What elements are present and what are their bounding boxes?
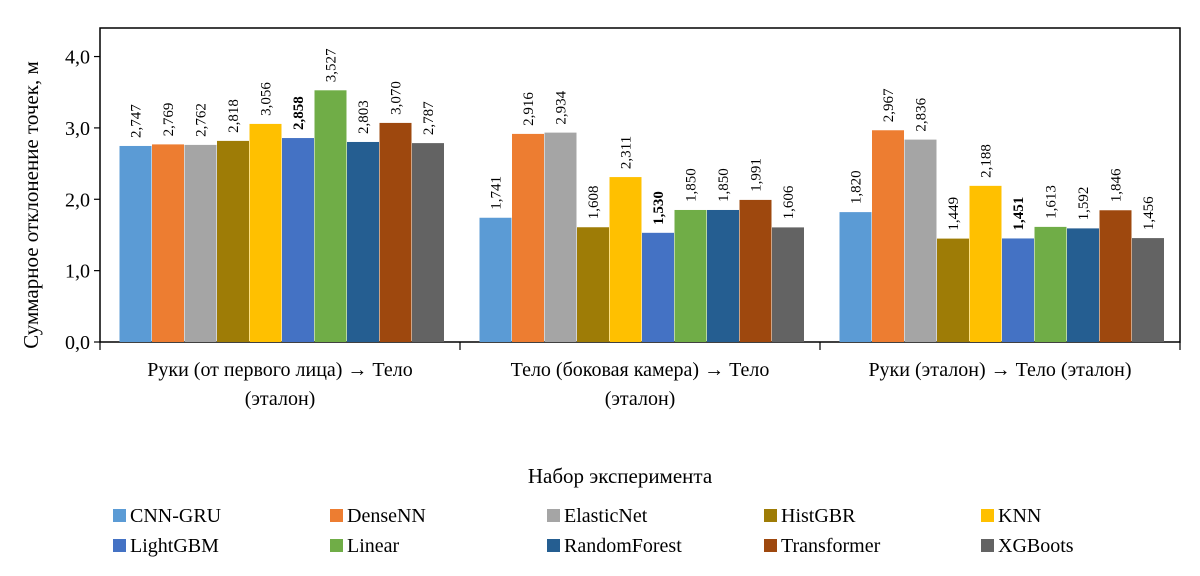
data-label: 1,741: [489, 176, 505, 210]
data-label: 2,934: [554, 90, 570, 124]
data-label: 2,803: [356, 100, 372, 134]
data-label: 1,846: [1109, 168, 1125, 202]
legend-swatch: [330, 539, 343, 552]
bar: [119, 145, 152, 342]
bar: [1099, 210, 1132, 342]
data-label: 1,530: [651, 191, 667, 225]
legend-swatch: [764, 539, 777, 552]
bar: [937, 238, 969, 342]
data-label: 1,592: [1076, 187, 1092, 221]
data-label: 3,527: [324, 48, 340, 82]
bar: [1067, 228, 1099, 342]
bar: [282, 138, 314, 342]
data-label: 1,613: [1044, 185, 1060, 219]
y-tick-label: 0,0: [65, 332, 90, 354]
bar: [249, 123, 282, 343]
data-label: 2,787: [421, 101, 437, 135]
bar: [674, 209, 707, 342]
bar: [577, 227, 609, 342]
bar: [969, 185, 1002, 342]
data-label: 1,608: [586, 185, 602, 219]
legend-label: Linear: [347, 535, 400, 557]
data-label: 1,451: [1011, 197, 1027, 231]
bar: [1034, 226, 1067, 342]
data-label: 2,188: [979, 144, 995, 178]
y-tick-label: 4,0: [65, 47, 90, 69]
y-tick-labels: 0,0 1,0 2,0 3,0 4,0: [65, 47, 90, 354]
legend-label: Transformer: [781, 535, 881, 557]
bar: [544, 132, 577, 342]
data-label: 2,762: [194, 103, 210, 137]
chart-bars: [119, 90, 1164, 343]
bar: [184, 144, 217, 342]
category-label: (эталон): [605, 388, 676, 410]
y-tick-label: 3,0: [65, 118, 90, 140]
category-label: (эталон): [245, 388, 316, 410]
y-tick-label: 2,0: [65, 189, 90, 211]
bar: [772, 227, 804, 342]
data-label: 2,916: [521, 92, 537, 126]
bar: [217, 140, 249, 342]
bar: [512, 133, 544, 342]
data-label: 1,850: [716, 168, 732, 202]
category-label: Руки (эталон) → Тело (эталон): [868, 359, 1131, 381]
data-label: 3,056: [259, 82, 275, 116]
data-label: 2,311: [619, 136, 635, 169]
bar: [152, 144, 184, 342]
data-label: 2,818: [226, 99, 242, 133]
legend-swatch: [113, 509, 126, 522]
bar: [707, 209, 739, 342]
data-label: 2,769: [161, 103, 177, 137]
bar: [347, 141, 379, 342]
data-label: 2,858: [291, 96, 307, 130]
data-label: 3,070: [389, 81, 405, 115]
bar: [872, 130, 904, 342]
legend-label: HistGBR: [781, 505, 856, 527]
bar: [839, 212, 872, 342]
category-label: Тело (боковая камера) → Тело: [511, 359, 770, 381]
data-label: 1,820: [849, 170, 865, 204]
bar: [1132, 238, 1164, 342]
legend-swatch: [547, 509, 560, 522]
bar: [609, 177, 642, 342]
data-label: 1,850: [684, 168, 700, 202]
bar: [642, 232, 674, 342]
data-label: 2,747: [129, 104, 145, 138]
legend-swatch: [113, 539, 126, 552]
bar: [379, 122, 412, 342]
y-tick-label: 1,0: [65, 261, 90, 283]
bar: [904, 139, 937, 342]
y-axis-title: Суммарное отклонение точек, м: [19, 61, 43, 348]
legend-label: LightGBM: [130, 535, 219, 557]
legend-swatch: [981, 509, 994, 522]
legend-swatch: [981, 539, 994, 552]
legend-label: DenseNN: [347, 505, 426, 527]
legend-swatch: [547, 539, 560, 552]
legend-label: ElasticNet: [564, 505, 648, 527]
legend-swatch: [764, 509, 777, 522]
bar: [412, 143, 444, 342]
data-label: 2,967: [881, 88, 897, 122]
legend-label: KNN: [998, 505, 1041, 527]
data-label: 1,606: [781, 185, 797, 219]
bar: [314, 90, 347, 343]
category-label: Руки (от первого лица) → Тело: [147, 359, 413, 381]
bar: [479, 217, 512, 342]
x-axis-title: Набор эксперимента: [528, 464, 713, 488]
data-label: 1,991: [749, 158, 765, 192]
data-label: 2,836: [914, 97, 930, 131]
legend: CNN-GRU DenseNN ElasticNet HistGBR KNN LightG…: [113, 505, 1074, 557]
legend-swatch: [330, 509, 343, 522]
data-labels: 2,747 2,769 2,762 2,818 3,056 2,858 3,527 2,803…: [129, 48, 1158, 231]
legend-label: CNN-GRU: [130, 505, 222, 527]
category-labels: Руки (от первого лица) → Тело (эталон) Тел…: [147, 359, 1131, 410]
data-label: 1,456: [1141, 196, 1157, 230]
data-label: 1,449: [946, 197, 962, 231]
bar: [739, 199, 772, 342]
legend-label: XGBoots: [998, 535, 1074, 557]
legend-label: RandomForest: [564, 535, 682, 557]
bar: [1002, 238, 1034, 342]
